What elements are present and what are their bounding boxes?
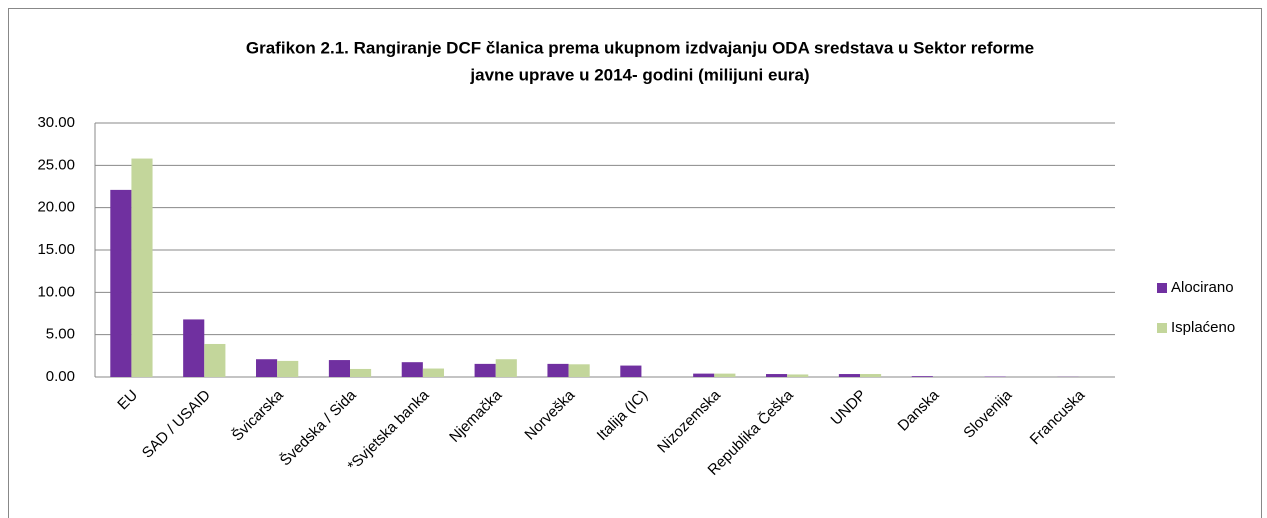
bar [350, 368, 372, 377]
bar [911, 376, 933, 377]
bar [204, 343, 226, 377]
bar [766, 374, 788, 377]
bar [838, 374, 860, 377]
bar [714, 373, 736, 377]
bar [474, 363, 496, 377]
bar [110, 189, 132, 377]
y-tick-label: 20.00 [37, 199, 75, 216]
y-tick-label: 30.00 [37, 114, 75, 131]
bar [183, 319, 205, 377]
bar [787, 374, 809, 377]
y-tick-label: 15.00 [37, 241, 75, 258]
bar [422, 368, 444, 377]
bar [693, 373, 715, 377]
bar [860, 374, 882, 377]
legend-label: Isplaćeno [1171, 319, 1235, 336]
chart-border [8, 8, 1262, 518]
bar [620, 365, 642, 377]
chart-title: javne uprave u 2014- godini (milijuni eu… [469, 65, 809, 84]
legend-label: Alocirano [1171, 279, 1234, 296]
bar [547, 363, 569, 377]
chart-title: Grafikon 2.1. Rangiranje DCF članica pre… [246, 38, 1034, 57]
bar [277, 360, 299, 377]
y-tick-label: 10.00 [37, 283, 75, 300]
bar [328, 360, 350, 377]
bar [568, 364, 590, 377]
legend-swatch [1157, 283, 1167, 293]
y-tick-label: 5.00 [46, 326, 75, 343]
legend-swatch [1157, 323, 1167, 333]
y-tick-label: 25.00 [37, 156, 75, 173]
bar [131, 158, 153, 377]
bar [495, 359, 517, 377]
y-tick-label: 0.00 [46, 368, 75, 385]
bar [256, 359, 278, 377]
bar [401, 362, 423, 377]
